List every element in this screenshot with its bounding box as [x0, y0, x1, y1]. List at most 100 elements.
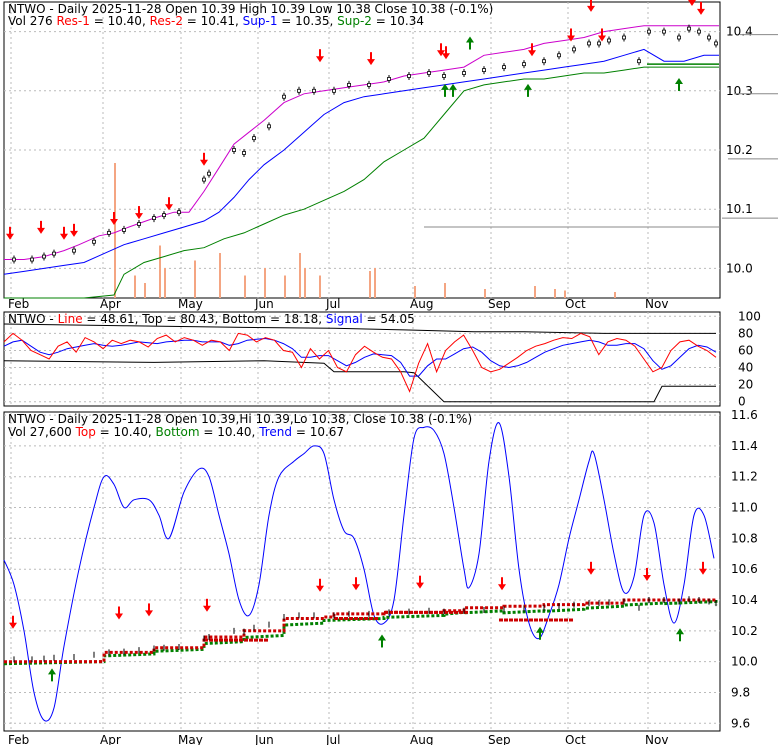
price-candle-body — [242, 151, 246, 155]
price-candle-body — [92, 239, 96, 244]
stoch-header-part: Line — [58, 312, 83, 326]
price-up-arrow — [441, 83, 449, 97]
price-candle-body — [12, 257, 16, 262]
price-x-label: Jul — [325, 297, 340, 311]
price-down-arrow-head — [60, 233, 68, 240]
volume-bar — [414, 286, 416, 298]
volume-bar — [144, 283, 146, 298]
price-candle-body — [347, 82, 351, 87]
trend-up-arrow — [536, 626, 544, 640]
volume-bar — [284, 275, 286, 298]
trend-down-arrow-head — [498, 584, 506, 591]
price-x-label: Jun — [254, 297, 274, 311]
price-down-arrow-head — [688, 0, 696, 6]
volume-bar — [299, 253, 301, 298]
volume-bar — [164, 268, 166, 298]
price-x-label: Feb — [8, 297, 29, 311]
price-up-arrow — [466, 36, 474, 50]
trend-y-tick: 11.4 — [731, 439, 758, 453]
stoch-header-part: Signal — [326, 312, 363, 326]
trend-panel-frame — [3, 411, 721, 732]
sup2-line — [4, 66, 719, 299]
price-up-arrow — [449, 83, 457, 97]
price-up-arrow — [675, 77, 683, 91]
trend-y-tick: 10.0 — [731, 655, 758, 669]
trend-down-arrow — [416, 575, 424, 589]
trend-down-arrow — [145, 603, 153, 617]
price-down-arrow — [60, 226, 68, 240]
price-up-arrow-head — [441, 83, 449, 90]
trend-down-arrow-head — [699, 568, 707, 575]
trend-x-label: Nov — [645, 733, 668, 745]
trend-x-label: Jul — [325, 733, 340, 745]
trend-up-arrow — [48, 668, 56, 682]
trend-down-arrow-head — [115, 613, 123, 620]
price-down-arrow — [316, 49, 324, 63]
trend-y-tick: 10.8 — [731, 531, 758, 545]
trend-down-arrow — [203, 598, 211, 612]
sup1-line — [3, 48, 719, 275]
price-down-arrow — [200, 152, 208, 166]
price-candle-body — [387, 77, 391, 81]
price-candle-body — [607, 38, 611, 43]
price-x-label: Nov — [645, 297, 668, 311]
price-subheader-part: Sup-2 — [337, 14, 372, 28]
price-up-arrow — [524, 83, 532, 97]
trend-down-arrow-head — [352, 584, 360, 591]
price-candle-body — [232, 148, 236, 152]
volume-bar — [374, 268, 376, 298]
trend-x-label: Aug — [410, 733, 433, 745]
trend-down-arrow-head — [145, 610, 153, 617]
volume-bar — [369, 271, 371, 298]
price-down-arrow — [688, 0, 696, 6]
price-down-arrow-head — [587, 5, 595, 12]
trend-down-arrow — [9, 615, 17, 629]
volume-bar — [319, 275, 321, 298]
price-x-label: Aug — [410, 297, 433, 311]
volume-bar — [484, 289, 486, 298]
trend-header: NTWO - Daily 2025-11-28 Open 10.39,Hi 10… — [8, 412, 472, 426]
price-x-label: Sep — [488, 297, 511, 311]
trend-down-arrow-head — [643, 574, 651, 581]
trend-subheader-part: Vol 27,600 — [8, 425, 76, 439]
trend-down-arrow — [643, 567, 651, 581]
price-down-arrow-head — [135, 213, 143, 220]
price-down-arrow-head — [70, 230, 78, 237]
price-candle-body — [72, 248, 76, 253]
price-x-label: Apr — [100, 297, 121, 311]
price-candle-body — [677, 35, 681, 40]
res1-line — [4, 25, 719, 260]
trend-up-arrow — [378, 634, 386, 648]
price-down-arrow-head — [367, 59, 375, 66]
price-candle-body — [587, 41, 591, 46]
price-candle-body — [462, 71, 466, 75]
price-subheader-part: = 10.34 — [372, 14, 424, 28]
price-candle-body — [482, 68, 486, 72]
price-up-arrow-head — [466, 36, 474, 43]
trend-subheader-part: = 10.67 — [292, 425, 344, 439]
trend-down-arrow-head — [203, 605, 211, 612]
price-subheader-part: Vol 276 — [8, 14, 57, 28]
volume-bar — [194, 260, 196, 298]
trend-up-arrow-head — [676, 628, 684, 635]
trend-up-arrow-head — [48, 668, 56, 675]
price-subheader-part: = 10.40, — [90, 14, 150, 28]
price-down-arrow-head — [598, 35, 606, 42]
price-down-arrow — [598, 28, 606, 42]
price-down-arrow — [110, 212, 118, 225]
price-panel-frame — [3, 1, 721, 299]
stoch-top-line — [3, 323, 716, 334]
price-down-arrow — [165, 197, 173, 211]
stoch-y-tick: 60 — [738, 343, 753, 357]
trend-x-label: Oct — [565, 733, 586, 745]
trend-x-label: Feb — [8, 733, 29, 745]
trend-down-arrow — [699, 561, 707, 575]
price-candle-body — [30, 257, 34, 262]
price-subheader-part: Res-2 — [150, 14, 183, 28]
price-down-arrow-head — [110, 219, 118, 225]
stoch-signal-line — [3, 337, 717, 377]
trend-top-band — [3, 598, 718, 664]
price-candle-body — [572, 47, 576, 52]
trend-y-tick: 9.8 — [731, 685, 750, 699]
